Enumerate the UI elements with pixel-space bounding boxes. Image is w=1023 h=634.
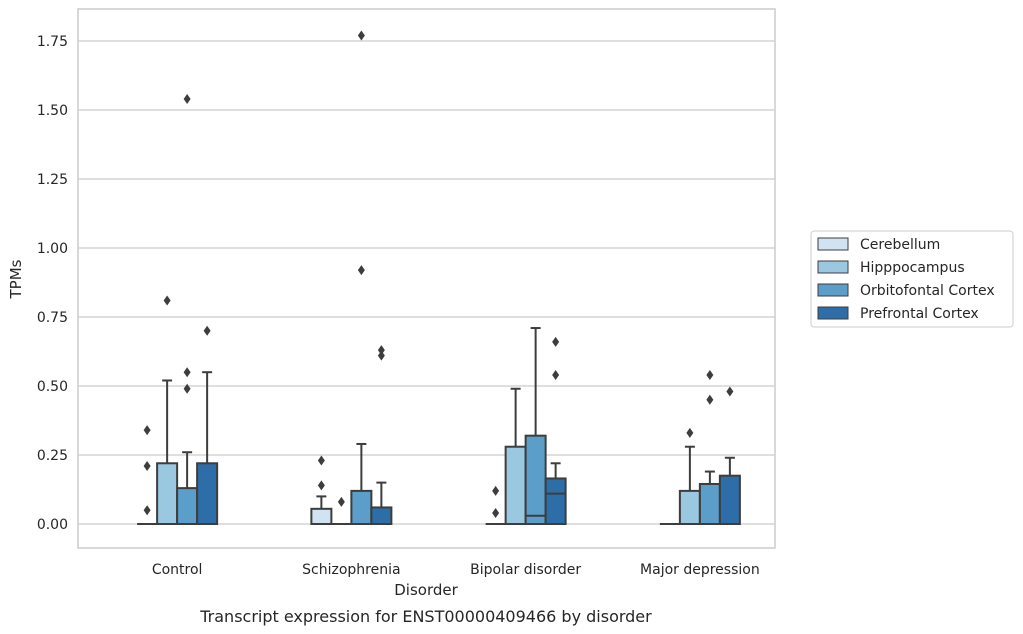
legend: Cerebellum Hipppocampus Orbitofontal Corte…: [810, 230, 1014, 328]
y-tick-label: 0.50: [37, 379, 68, 395]
box-orbitofontal-cortex: [524, 327, 547, 525]
x-tick-label: Bipolar disorder: [470, 562, 581, 578]
outlier-point: [317, 480, 325, 491]
box: [678, 489, 701, 526]
outlier-point: [357, 265, 365, 276]
legend-label: Hipppocampus: [860, 260, 965, 276]
y-tick-label: 0.25: [37, 448, 68, 464]
plot-frame: [77, 8, 776, 549]
outlier-point: [357, 30, 365, 41]
grid-lines: [78, 40, 775, 525]
box-cerebellum: [137, 425, 158, 525]
outlier-point: [552, 336, 560, 347]
box-prefrontal-cortex: [544, 336, 567, 525]
y-tick-label: 1.75: [37, 34, 68, 50]
outlier-point: [183, 383, 191, 394]
outlier-point: [377, 345, 385, 356]
y-axis-title: TPMs: [7, 259, 25, 299]
outlier-point: [183, 367, 191, 378]
box-hipppocampus: [156, 295, 179, 525]
outlier-point: [163, 295, 171, 306]
outlier-point: [706, 394, 714, 405]
y-tick-label: 0.00: [37, 517, 68, 533]
outlier-point: [337, 496, 345, 507]
legend-frame: [810, 230, 1014, 328]
box-series: [137, 30, 741, 526]
box-hipppocampus: [678, 427, 701, 526]
box: [176, 487, 199, 525]
outlier-point: [552, 369, 560, 380]
box-prefrontal-cortex: [718, 386, 741, 526]
outlier-point: [143, 505, 151, 516]
x-tick-label: Schizophrenia: [302, 562, 400, 578]
box: [196, 462, 219, 525]
outlier-point: [492, 507, 500, 518]
y-tick-label: 0.75: [37, 310, 68, 326]
chart-caption: Transcript expression for ENST0000040946…: [199, 607, 652, 626]
box-cerebellum: [310, 455, 333, 526]
box: [156, 462, 179, 525]
outlier-point: [143, 461, 151, 472]
outlier-point: [143, 425, 151, 436]
x-tick-label: Major depression: [640, 562, 760, 578]
legend-label: Prefrontal Cortex: [860, 306, 979, 322]
y-tick-label: 1.00: [37, 241, 68, 257]
outlier-point: [203, 325, 211, 336]
outlier-point: [686, 427, 694, 438]
box-prefrontal-cortex: [370, 345, 393, 526]
outlier-point: [726, 386, 734, 397]
box: [524, 434, 547, 525]
y-tick-label: 1.50: [37, 103, 68, 119]
outlier-point: [317, 455, 325, 466]
box-prefrontal-cortex: [196, 325, 219, 525]
box-hipppocampus: [504, 387, 527, 525]
legend-swatch: [817, 306, 849, 320]
box: [698, 482, 721, 526]
box: [504, 445, 527, 525]
box-orbitofontal-cortex: [350, 30, 373, 526]
box-orbitofontal-cortex: [176, 93, 199, 525]
y-tick-label: 1.25: [37, 172, 68, 188]
legend-swatch: [817, 283, 849, 297]
outlier-point: [377, 350, 385, 361]
y-tick-labels: 0.00 0.25 0.50 0.75 1.00 1.25 1.50 1.75: [37, 34, 68, 533]
legend-label: Cerebellum: [860, 237, 940, 253]
x-tick-labels: Control Schizophrenia Bipolar disorder Majo…: [152, 562, 760, 578]
outlier-point: [183, 93, 191, 104]
x-tick-label: Control: [152, 562, 203, 578]
box: [718, 474, 741, 526]
box: [544, 477, 567, 525]
legend-swatch: [817, 260, 849, 274]
box-orbitofontal-cortex: [698, 369, 721, 526]
box-cerebellum: [485, 485, 506, 525]
legend-swatch: [817, 237, 849, 251]
outlier-point: [492, 485, 500, 496]
legend-label: Orbitofontal Cortex: [860, 283, 995, 299]
box-hipppocampus: [331, 496, 352, 525]
x-axis-title: Disorder: [394, 581, 458, 599]
box: [310, 507, 333, 526]
box: [350, 489, 373, 526]
box: [370, 506, 393, 526]
outlier-point: [706, 369, 714, 380]
